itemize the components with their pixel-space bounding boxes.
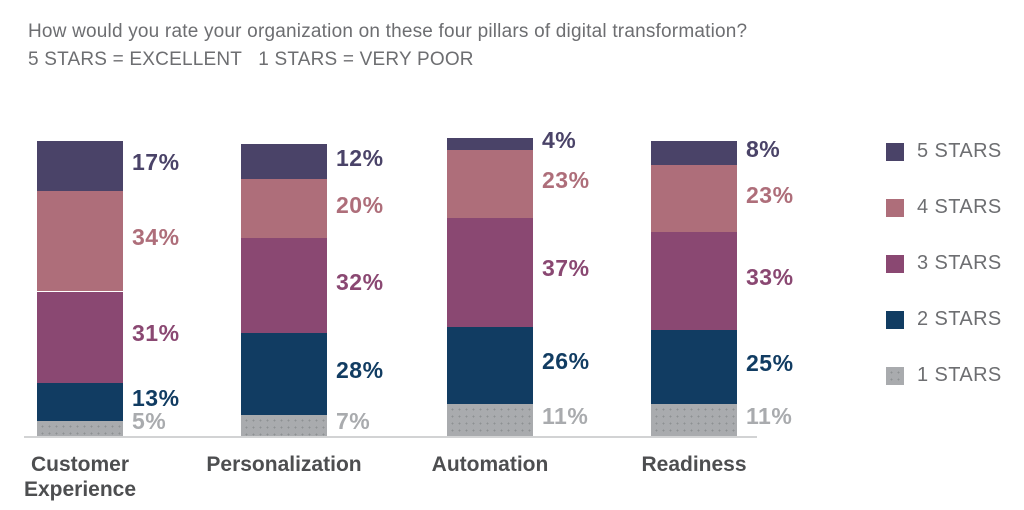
segment-value-label: 8%	[746, 135, 781, 162]
legend-item: 2 STARS	[886, 308, 1002, 331]
bar-segment	[651, 232, 737, 330]
bar-segment	[447, 403, 533, 437]
bar-segment	[37, 421, 123, 437]
bar-segment	[241, 143, 327, 180]
x-axis-line	[24, 436, 757, 438]
category-label: Automation	[431, 453, 549, 476]
segment-value-label: 5%	[132, 408, 167, 434]
bar-segment	[37, 382, 123, 422]
legend-swatch	[886, 198, 904, 217]
legend-swatch	[886, 142, 904, 161]
legend-item: 3 STARS	[886, 252, 1002, 275]
bar-segment	[241, 332, 327, 416]
legend-label: 3 STARS	[917, 252, 1002, 274]
chart-title: How would you rate your organization on …	[28, 21, 748, 42]
chart-header: How would you rate your organization on …	[28, 18, 747, 74]
segment-value-label: 28%	[336, 357, 384, 384]
legend-swatch	[886, 310, 904, 329]
legend: 5 STARS 4 STARS 3 STARS 2 STARS 1 STARS	[886, 140, 1002, 387]
segment-value-label: 20%	[336, 191, 384, 218]
bar-segment	[241, 415, 327, 437]
bar-segment	[651, 403, 737, 437]
segment-value-label: 23%	[542, 166, 590, 193]
segment-value-label: 26%	[542, 348, 590, 375]
chart-subtitle: 5 STARS = EXCELLENT 1 STARS = VERY POOR	[28, 49, 474, 70]
legend-item: 4 STARS	[886, 196, 1002, 219]
legend-label: 1 STARS	[917, 364, 1002, 386]
segment-value-label: 37%	[542, 255, 590, 282]
segment-value-label: 12%	[336, 144, 384, 171]
bar-segment	[37, 291, 123, 383]
segment-value-label: 13%	[132, 385, 180, 412]
bar-segment	[447, 326, 533, 404]
bar-segment	[37, 191, 123, 292]
legend-label: 5 STARS	[917, 140, 1002, 162]
legend-swatch	[886, 254, 904, 273]
segment-value-label: 34%	[132, 224, 180, 251]
segment-value-label: 4%	[542, 126, 577, 153]
bar-segment	[447, 138, 533, 150]
bar-segment	[241, 238, 327, 333]
category-label: Customer Experience	[23, 453, 137, 501]
segment-value-label: 23%	[746, 181, 794, 208]
bar-segment	[651, 141, 737, 165]
segment-value-label: 11%	[746, 402, 793, 429]
legend-label: 4 STARS	[917, 196, 1002, 218]
bar-segment	[447, 217, 533, 327]
segment-value-label: 25%	[746, 349, 794, 376]
category-label: Readiness	[641, 453, 747, 476]
segment-value-label: 11%	[542, 402, 589, 429]
legend-item: 5 STARS	[886, 140, 1002, 163]
bar-segment	[37, 141, 123, 192]
segment-value-label: 31%	[132, 320, 180, 347]
legend-item: 1 STARS	[886, 364, 1002, 387]
legend-label: 2 STARS	[917, 308, 1002, 330]
segment-value-label: 32%	[336, 268, 384, 295]
segment-value-label: 7%	[336, 408, 371, 434]
bar-segment	[241, 179, 327, 239]
segment-value-label: 33%	[746, 264, 794, 291]
bar-segment	[447, 149, 533, 218]
segment-value-label: 17%	[132, 149, 180, 176]
bar-segment	[651, 164, 737, 233]
legend-swatch	[886, 366, 904, 385]
category-label: Personalization	[206, 453, 362, 476]
bar-segment	[651, 329, 737, 404]
